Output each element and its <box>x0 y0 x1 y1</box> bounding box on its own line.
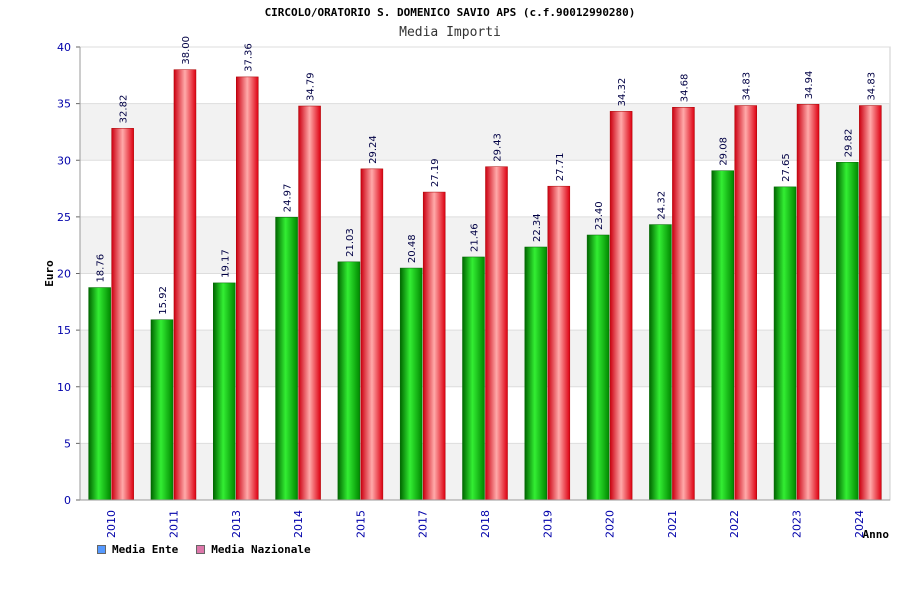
legend-item-media-ente: Media Ente <box>97 543 178 556</box>
plot-band <box>80 386 890 444</box>
bar-media-nazionale-2017 <box>422 191 446 501</box>
x-tick-label: 2019 <box>541 510 554 538</box>
x-axis-label: Anno <box>863 528 890 541</box>
data-label: 34.83 <box>742 72 753 101</box>
bar-media-nazionale-2018 <box>485 166 508 501</box>
data-label: 23.40 <box>594 201 605 230</box>
data-label: 22.34 <box>532 213 543 242</box>
bar-media-ente-2017 <box>399 267 423 501</box>
y-tick-label: 30 <box>57 154 71 167</box>
bar-media-ente-2015 <box>337 261 361 501</box>
data-label: 34.94 <box>804 71 815 100</box>
data-label: 27.19 <box>430 158 441 187</box>
bar-media-nazionale-2015 <box>360 168 384 501</box>
x-tick-label: 2021 <box>666 510 679 538</box>
bar-media-nazionale-2011 <box>173 69 197 501</box>
data-label: 29.24 <box>368 135 379 164</box>
bar-media-ente-2020 <box>586 234 610 501</box>
x-tick-label: 2014 <box>292 510 305 538</box>
bars <box>88 69 882 501</box>
axes: 0 5 10 15 20 25 30 35 40 Euro Anno 2010 2011 2013 2014… <box>43 41 890 541</box>
bar-media-ente-2021 <box>649 224 672 501</box>
bar-media-nazionale-2022 <box>734 105 757 501</box>
x-tick-label: 2015 <box>354 510 367 538</box>
data-label: 21.03 <box>345 228 356 257</box>
y-tick-label: 15 <box>57 324 71 337</box>
legend-item-media-nazionale: Media Nazionale <box>196 543 311 556</box>
data-label: 18.76 <box>96 254 107 283</box>
chart-subtitle: Media Importi <box>399 25 501 40</box>
bar-media-ente-2010 <box>88 287 111 501</box>
data-label: 27.65 <box>781 153 792 182</box>
data-label: 20.48 <box>407 234 418 263</box>
bar-media-nazionale-2020 <box>609 111 633 501</box>
x-tick-label: 2013 <box>230 510 243 538</box>
plot-band <box>80 273 890 331</box>
y-tick-label: 35 <box>57 98 71 111</box>
x-tick-label: 2024 <box>853 510 866 538</box>
legend-swatch-media-nazionale <box>196 545 206 554</box>
y-tick-label: 10 <box>57 381 71 394</box>
plot-band <box>80 160 890 217</box>
bar-media-ente-2014 <box>275 216 298 501</box>
x-tick-label: 2023 <box>791 510 804 538</box>
data-label: 29.82 <box>843 129 854 158</box>
bar-media-nazionale-2014 <box>298 105 321 501</box>
bar-media-ente-2018 <box>462 256 485 501</box>
bar-media-ente-2013 <box>213 282 236 501</box>
bar-media-ente-2011 <box>150 319 174 501</box>
bar-media-nazionale-2024 <box>859 105 882 501</box>
data-label: 29.08 <box>719 137 730 166</box>
data-labels: 18.76 32.82 15.92 38.00 19.17 37.36 24.97 34.79… <box>96 36 878 315</box>
data-label: 29.43 <box>493 133 504 162</box>
bar-media-nazionale-2021 <box>672 106 695 501</box>
legend: Media Ente Media Nazionale <box>97 543 311 556</box>
bar-media-ente-2022 <box>711 170 734 501</box>
x-tick-label: 2011 <box>167 510 180 538</box>
y-tick-label: 25 <box>57 211 71 224</box>
data-label: 37.36 <box>243 43 254 72</box>
data-label: 24.32 <box>656 191 667 220</box>
x-tick-label: 2022 <box>728 510 741 538</box>
plot-band <box>80 216 890 274</box>
data-label: 21.46 <box>470 223 481 252</box>
bar-media-nazionale-2023 <box>796 104 820 501</box>
legend-label-media-nazionale: Media Nazionale <box>211 543 311 556</box>
plot-band <box>80 47 890 104</box>
data-label: 32.82 <box>119 95 130 124</box>
x-tick-label: 2018 <box>479 510 492 538</box>
bar-media-nazionale-2013 <box>236 76 259 501</box>
bar-media-nazionale-2019 <box>547 185 571 501</box>
y-tick-label: 20 <box>57 268 71 281</box>
chart-title: CIRCOLO/ORATORIO S. DOMENICO SAVIO APS (… <box>264 6 636 19</box>
x-tick-label: 2010 <box>105 510 118 538</box>
y-tick-label: 0 <box>64 494 71 507</box>
y-axis-label: Euro <box>43 260 56 287</box>
data-label: 19.17 <box>220 249 231 278</box>
bar-media-ente-2023 <box>773 186 797 501</box>
x-tick-label: 2020 <box>604 510 617 538</box>
bar-media-nazionale-2010 <box>111 128 134 501</box>
legend-label-media-ente: Media Ente <box>112 543 179 556</box>
data-label: 34.32 <box>617 78 628 107</box>
data-label: 34.68 <box>679 74 690 103</box>
plot-band <box>80 330 890 387</box>
bar-media-ente-2024 <box>836 162 859 501</box>
y-tick-label: 40 <box>57 41 71 54</box>
plot-band <box>80 443 890 500</box>
plot-band <box>80 103 890 161</box>
legend-swatch-media-ente <box>97 545 106 554</box>
bar-media-ente-2019 <box>524 246 548 501</box>
data-label: 24.97 <box>283 184 294 213</box>
data-label: 34.83 <box>866 72 877 101</box>
x-tick-label: 2017 <box>417 510 430 538</box>
data-label: 34.79 <box>306 72 317 101</box>
data-label: 27.71 <box>555 153 566 182</box>
data-label: 15.92 <box>158 286 169 315</box>
data-label: 38.00 <box>181 36 192 65</box>
y-tick-label: 5 <box>64 437 71 450</box>
